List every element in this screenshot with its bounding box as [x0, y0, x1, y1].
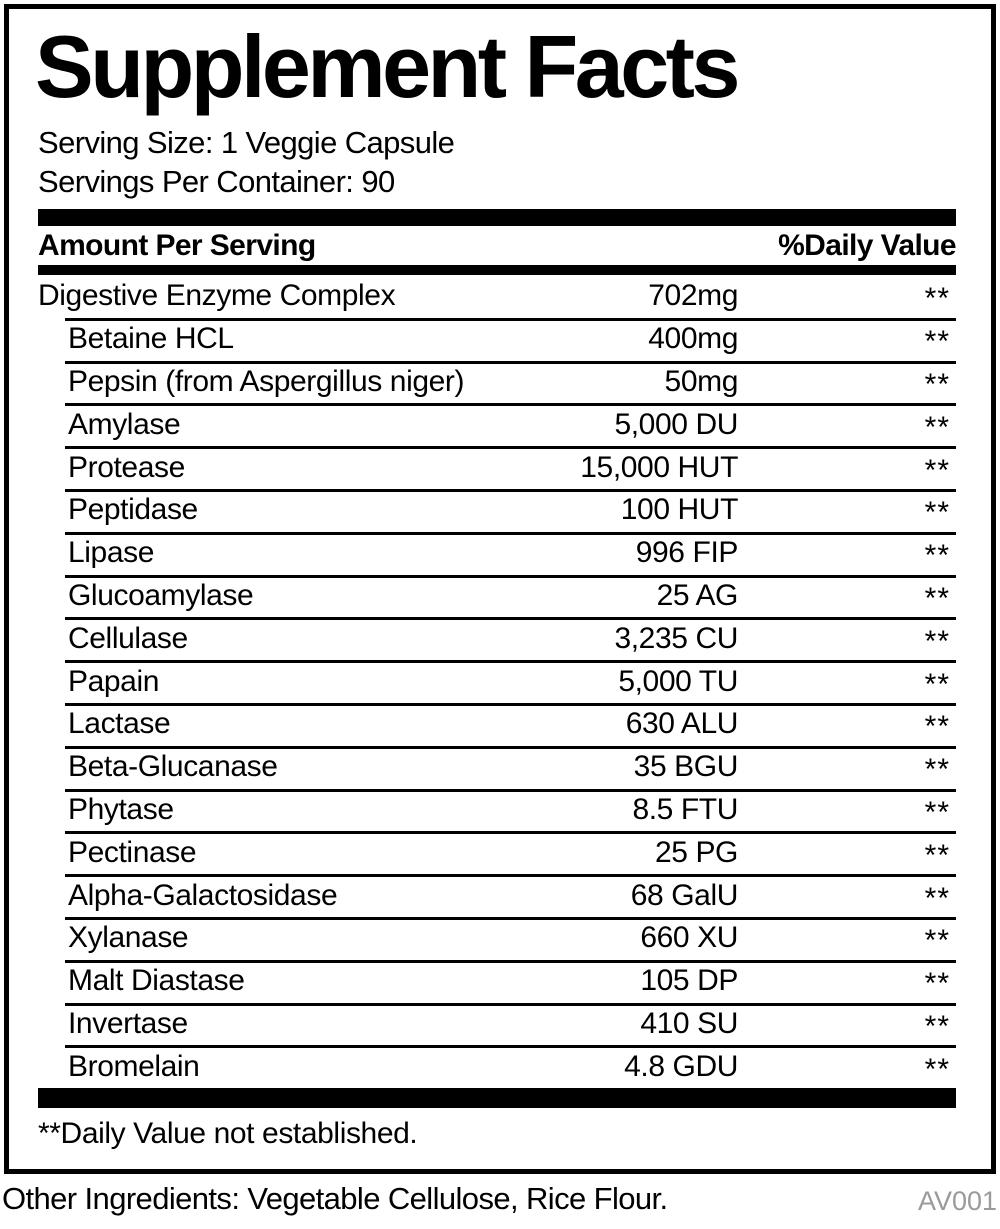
ingredient-name: Lactase	[68, 707, 171, 741]
daily-value-cell: **	[924, 795, 950, 829]
ingredient-name: Lipase	[68, 536, 155, 570]
table-row: Cellulase 3,235 CU **	[38, 617, 956, 660]
ingredient-amount: 50mg	[664, 364, 739, 398]
table-row: Papain 5,000 TU **	[38, 660, 956, 703]
daily-value-cell: **	[924, 624, 950, 658]
daily-value-cell: **	[924, 496, 950, 530]
table-row: Digestive Enzyme Complex 702mg **	[38, 275, 956, 318]
ingredient-amount: 660 XU	[640, 921, 738, 955]
ingredient-name: Glucoamylase	[68, 578, 254, 612]
table-row: Beta-Glucanase 35 BGU **	[38, 745, 956, 789]
daily-value-cell: **	[924, 924, 950, 958]
ingredient-name: Pectinase	[68, 835, 197, 869]
column-header-row: Amount Per Serving %Daily Value	[38, 229, 957, 262]
panel-title: Supplement Facts	[35, 17, 740, 116]
ingredient-amount: 100 HUT	[620, 493, 739, 527]
ingredient-name: Papain	[68, 664, 160, 698]
daily-value-cell: **	[924, 753, 950, 787]
daily-value-cell: **	[924, 967, 950, 1001]
supplement-facts-panel: Supplement Facts Serving Size: 1 Veggie …	[4, 4, 996, 1174]
table-bottom-bar	[38, 1088, 956, 1109]
ingredient-amount: 410 SU	[640, 1006, 738, 1040]
other-ingredients-text: Other Ingredients: Vegetable Cellulose, …	[2, 1181, 668, 1216]
daily-value-cell: **	[924, 710, 950, 744]
ingredient-table: Digestive Enzyme Complex 702mg ** Betain…	[38, 275, 956, 1088]
ingredient-amount: 3,235 CU	[614, 621, 738, 655]
table-row: Bromelain 4.8 GDU **	[38, 1045, 956, 1088]
ingredient-name: Xylanase	[68, 921, 189, 955]
daily-value-cell: **	[924, 325, 950, 359]
ingredient-amount: 8.5 FTU	[632, 792, 738, 826]
table-row: Amylase 5,000 DU **	[38, 403, 956, 446]
table-row: Phytase 8.5 FTU **	[38, 788, 956, 832]
daily-value-cell: **	[924, 539, 950, 573]
ingredient-amount: 4.8 GDU	[624, 1049, 738, 1083]
table-row: Alpha-Galactosidase 68 GalU **	[38, 874, 956, 917]
ingredient-name: Digestive Enzyme Complex	[38, 279, 396, 313]
table-row: Glucoamylase 25 AG **	[38, 574, 956, 618]
serving-size: Serving Size: 1 Veggie Capsule	[38, 125, 455, 160]
ingredient-amount: 5,000 TU	[618, 664, 738, 698]
daily-value-cell: **	[924, 838, 950, 872]
ingredient-name: Amylase	[68, 407, 181, 441]
table-row: Pepsin (from Aspergillus niger) 50mg **	[38, 360, 956, 404]
product-code: AV001	[917, 1186, 997, 1216]
table-row: Pectinase 25 PG **	[38, 831, 956, 874]
daily-value-header: %Daily Value	[778, 229, 957, 262]
ingredient-name: Alpha-Galactosidase	[68, 878, 338, 912]
daily-value-cell: **	[924, 667, 950, 701]
ingredient-amount: 400mg	[648, 322, 738, 356]
footer-row: Other Ingredients: Vegetable Cellulose, …	[2, 1181, 997, 1217]
daily-value-cell: **	[924, 453, 950, 487]
daily-value-footnote: **Daily Value not established.	[38, 1117, 418, 1151]
column-header-divider-bar	[38, 265, 956, 275]
ingredient-amount: 702mg	[648, 279, 738, 313]
daily-value-cell: **	[924, 367, 950, 401]
ingredient-name: Betaine HCL	[68, 322, 234, 356]
table-row: Protease 15,000 HUT **	[38, 446, 956, 489]
ingredient-name: Bromelain	[68, 1049, 200, 1083]
ingredient-amount: 35 BGU	[633, 750, 739, 784]
header-divider-bar	[38, 209, 956, 226]
ingredient-amount: 25 AG	[656, 578, 739, 612]
amount-per-serving-header: Amount Per Serving	[38, 229, 316, 262]
ingredient-amount: 105 DP	[640, 964, 738, 998]
daily-value-cell: **	[924, 881, 950, 915]
ingredient-name: Protease	[68, 450, 185, 484]
ingredient-amount: 5,000 DU	[614, 407, 738, 441]
table-row: Xylanase 660 XU **	[38, 916, 956, 960]
daily-value-cell: **	[924, 410, 950, 444]
ingredient-name: Malt Diastase	[68, 964, 245, 998]
ingredient-amount: 15,000 HUT	[580, 450, 738, 484]
ingredient-amount: 25 PG	[654, 835, 738, 869]
ingredient-amount: 630 ALU	[625, 707, 739, 741]
daily-value-cell: **	[924, 282, 950, 316]
ingredient-name: Peptidase	[68, 493, 198, 527]
table-row: Malt Diastase 105 DP **	[38, 959, 956, 1003]
ingredient-name: Beta-Glucanase	[68, 750, 278, 784]
ingredient-amount: 996 FIP	[635, 536, 739, 570]
table-row: Peptidase 100 HUT **	[38, 488, 956, 532]
ingredient-name: Cellulase	[68, 621, 188, 655]
table-row: Lipase 996 FIP **	[38, 531, 956, 575]
ingredient-name: Phytase	[68, 792, 174, 826]
table-row: Betaine HCL 400mg **	[38, 317, 956, 361]
table-row: Lactase 630 ALU **	[38, 702, 956, 746]
daily-value-cell: **	[924, 581, 950, 615]
daily-value-cell: **	[924, 1052, 950, 1086]
servings-per-container: Servings Per Container: 90	[38, 164, 395, 199]
daily-value-cell: **	[924, 1009, 950, 1043]
ingredient-amount: 68 GalU	[630, 878, 739, 912]
ingredient-name: Pepsin (from Aspergillus niger)	[68, 364, 465, 398]
ingredient-name: Invertase	[68, 1006, 188, 1040]
table-row: Invertase 410 SU **	[38, 1002, 956, 1046]
